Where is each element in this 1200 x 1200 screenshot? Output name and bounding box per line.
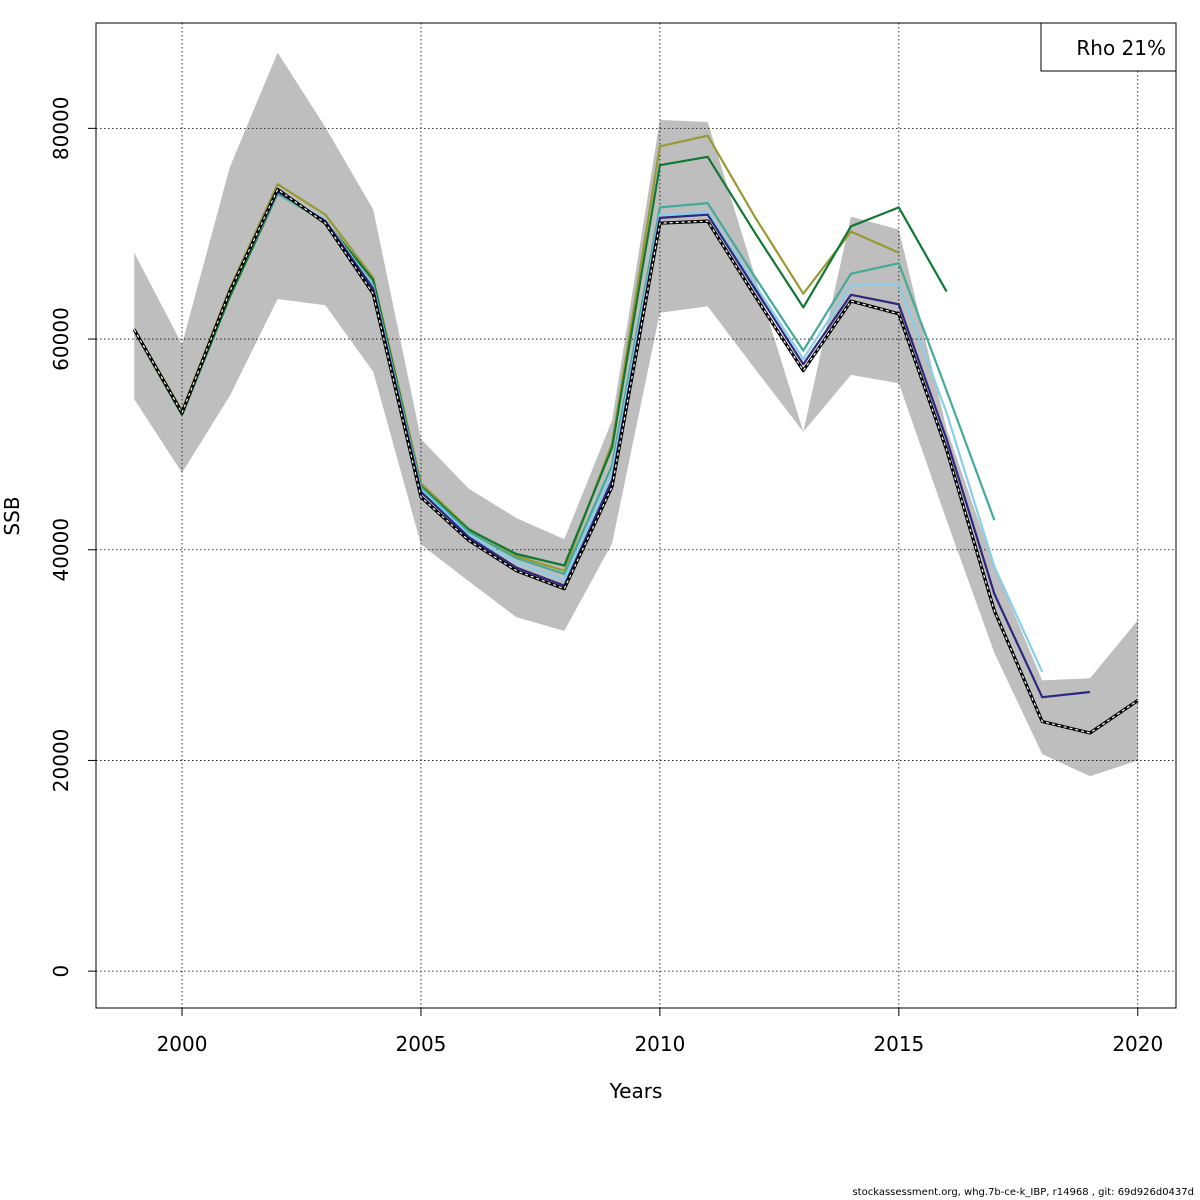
y-tick-label: 20000 [49, 729, 73, 793]
y-tick-label: 80000 [49, 96, 73, 160]
confidence-band [134, 52, 1138, 777]
y-tick-label: 0 [49, 965, 73, 978]
legend-rho-text: Rho 21% [1076, 36, 1166, 60]
y-tick-label: 40000 [49, 518, 73, 582]
x-axis-title: Years [609, 1079, 663, 1103]
series-line-peel [133, 134, 900, 572]
x-tick-label: 2010 [634, 1032, 685, 1056]
legend-box [1040, 22, 1177, 72]
x-tick-label: 2020 [1112, 1032, 1163, 1056]
confidence-band-layer [134, 52, 1138, 777]
plot-frame [95, 22, 1177, 1009]
y-axis: 0 20000 40000 60000 80000 [49, 96, 96, 977]
x-tick-label: 2015 [873, 1032, 924, 1056]
legend: Rho 21% [1040, 22, 1177, 72]
x-tick-label: 2005 [396, 1032, 447, 1056]
x-axis: 2000 2005 2010 2015 2020 [157, 1008, 1163, 1056]
footer-credit: stockassessment.org, whg.7b-ce-k_IBP, r1… [852, 1187, 1194, 1198]
x-tick-label: 2000 [157, 1032, 208, 1056]
y-tick-label: 60000 [49, 307, 73, 371]
series-line-base-dash [133, 188, 1139, 734]
series-layer [132, 134, 1139, 735]
y-axis-title: SSB [0, 496, 24, 535]
